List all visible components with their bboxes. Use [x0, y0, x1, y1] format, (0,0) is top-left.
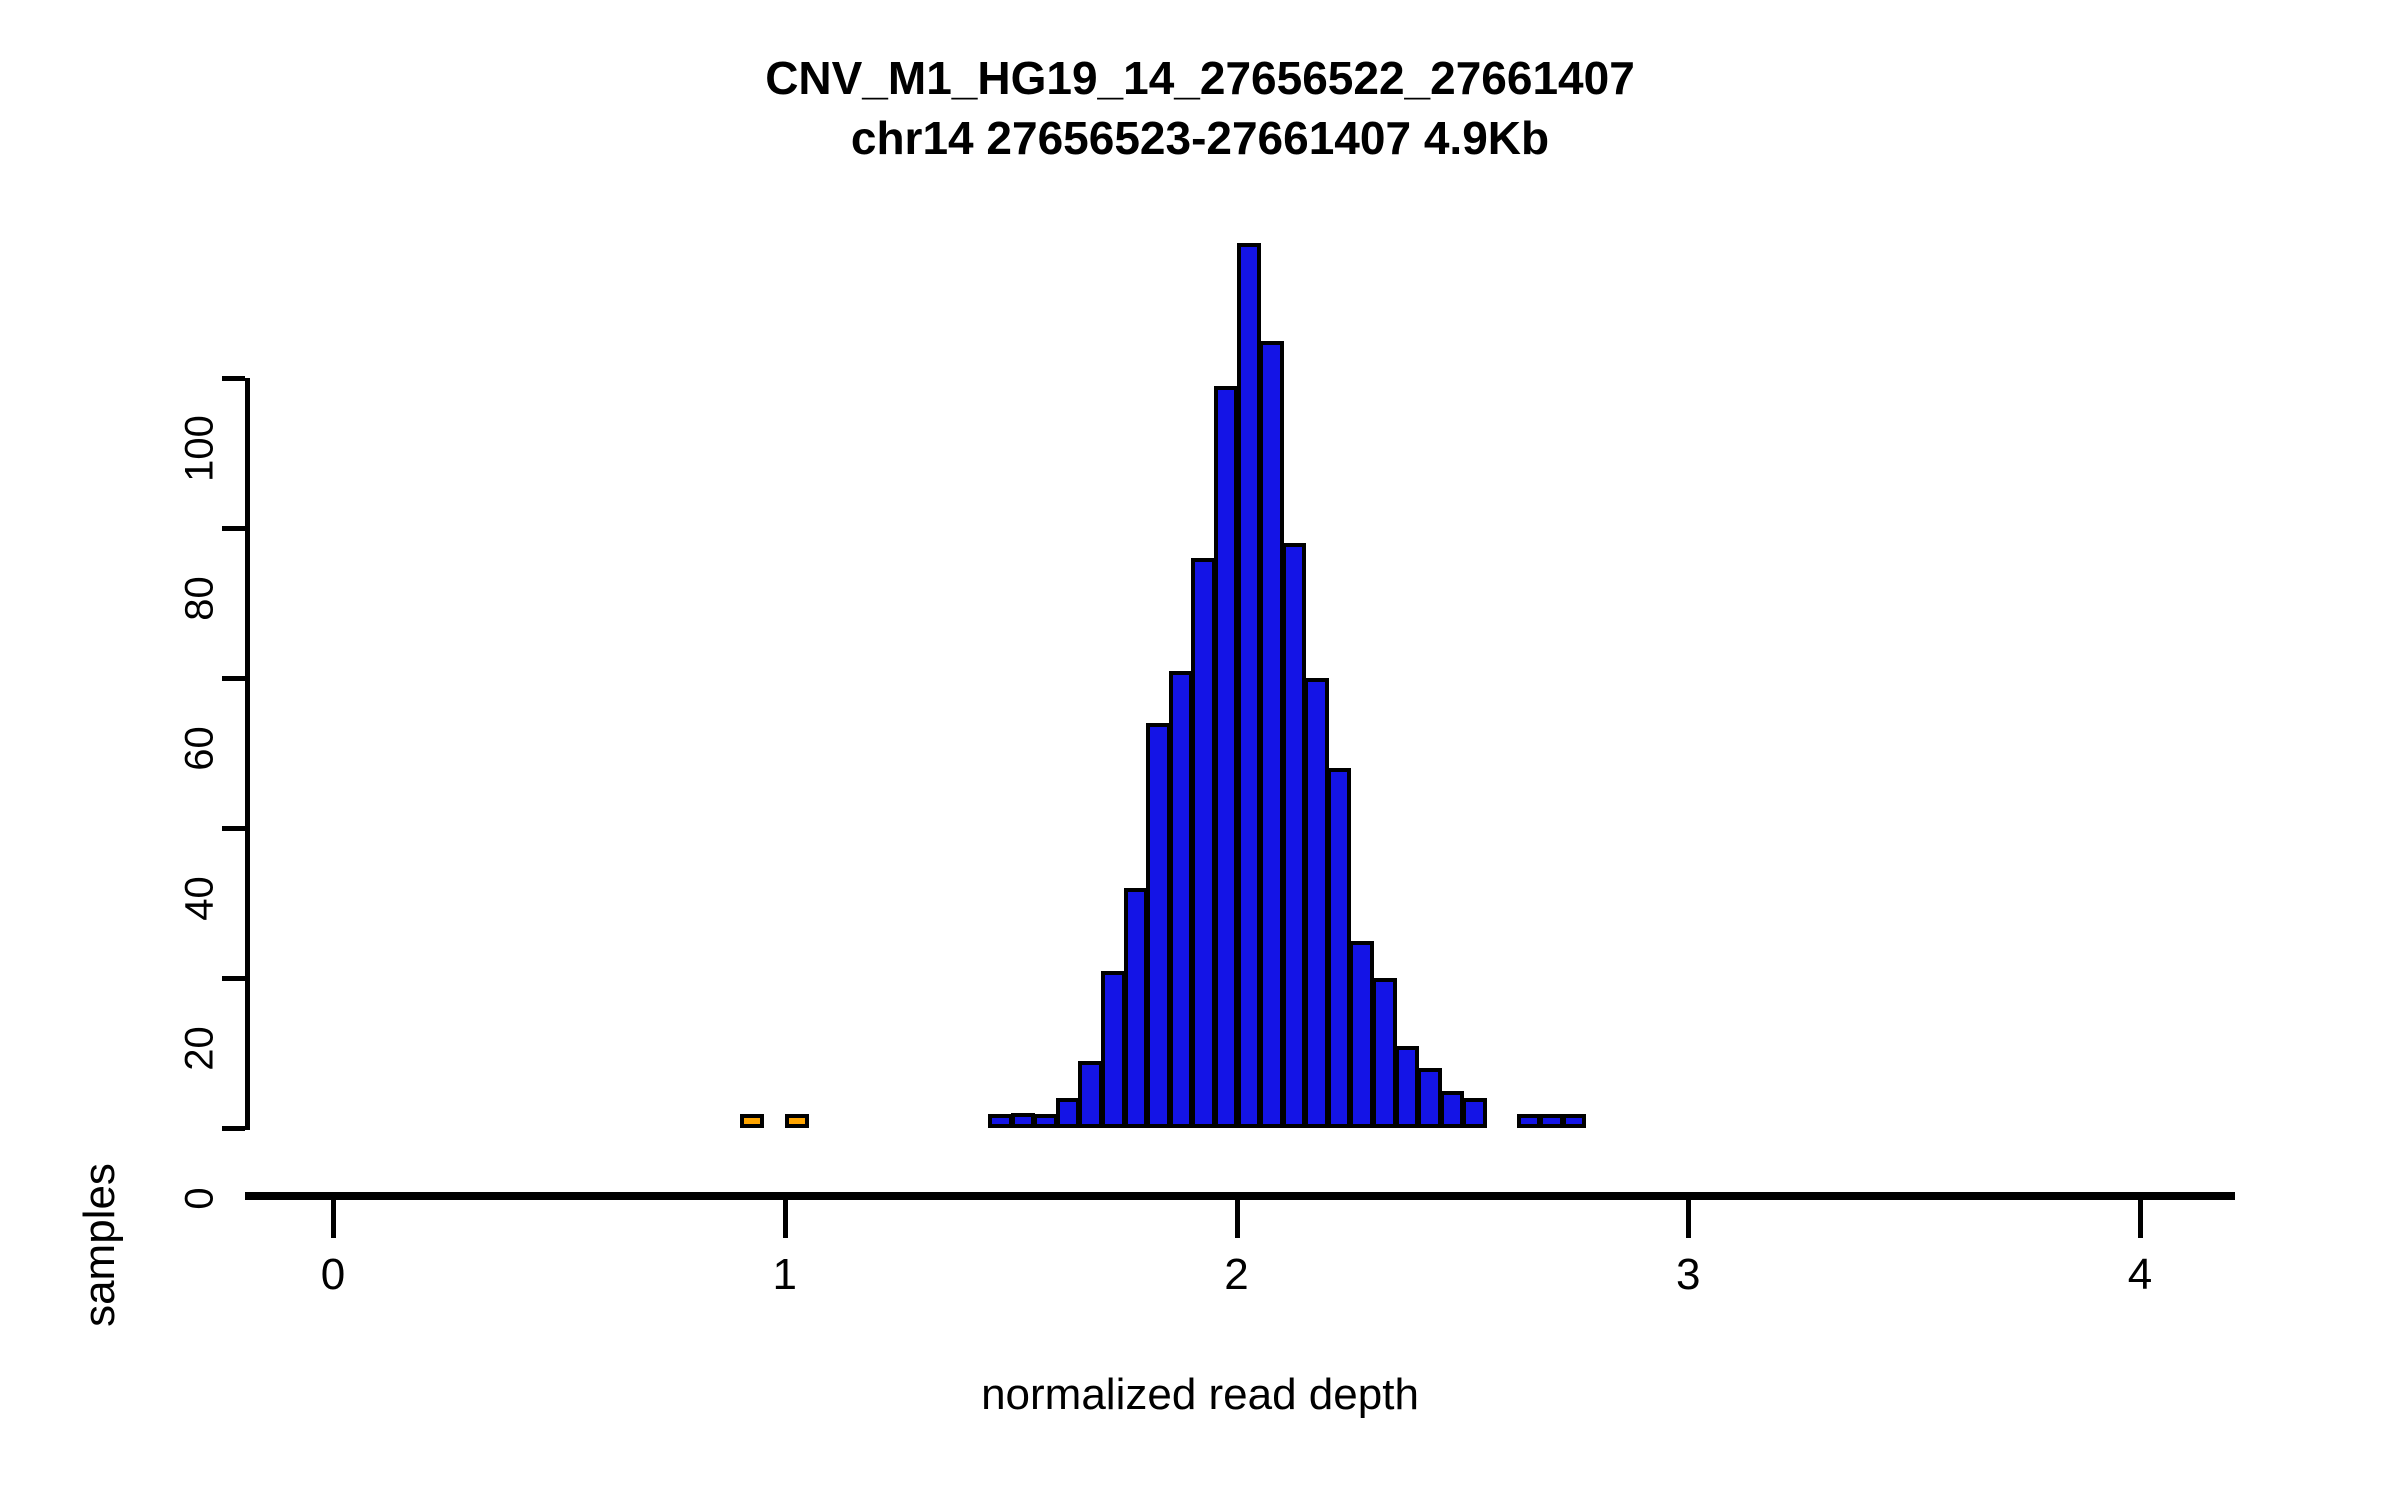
- y-tick: [222, 376, 245, 381]
- histogram-bar: [1191, 558, 1216, 1128]
- y-tick: [222, 826, 245, 831]
- x-tick-label: 2: [1224, 1250, 1249, 1299]
- x-axis-label: normalized read depth: [981, 1370, 1419, 1419]
- histogram-bar: [1462, 1098, 1487, 1128]
- histogram-bar: [1372, 978, 1397, 1128]
- x-tick-label: 4: [2127, 1250, 2153, 1299]
- histogram-bar: [1078, 1060, 1103, 1128]
- x-tick: [2138, 1200, 2143, 1238]
- histogram-bar: [739, 1114, 765, 1128]
- histogram-bar: [1539, 1114, 1564, 1128]
- y-tick: [222, 676, 245, 681]
- x-tick-label: 3: [1676, 1250, 1701, 1299]
- x-tick-label: 0: [320, 1250, 346, 1299]
- histogram-bar: [988, 1114, 1013, 1128]
- x-axis-line: [245, 1192, 2235, 1200]
- histogram-bar: [1561, 1114, 1587, 1128]
- chart-title-block: CNV_M1_HG19_14_27656522_27661407 chr14 2…: [0, 48, 2400, 168]
- x-tick-label: 1: [772, 1250, 797, 1299]
- histogram-bar: [1326, 768, 1352, 1128]
- y-tick-label: 0: [177, 1187, 222, 1210]
- y-axis-label-wrap: samples: [10, 580, 210, 1327]
- histogram-bar: [1259, 340, 1284, 1128]
- histogram-bar: [1394, 1045, 1420, 1128]
- y-tick: [222, 976, 245, 981]
- histogram-bar: [1349, 940, 1375, 1128]
- histogram-bar: [1055, 1098, 1081, 1128]
- histogram-bar: [1304, 678, 1329, 1128]
- y-tick: [222, 1126, 245, 1131]
- histogram-bar: [1123, 888, 1149, 1128]
- histogram-bar: [1417, 1068, 1442, 1128]
- y-tick: [222, 526, 245, 531]
- histogram-bar: [784, 1114, 810, 1128]
- histogram-bar: [1236, 243, 1262, 1128]
- histogram-bar: [1033, 1114, 1058, 1128]
- page-title: CNV_M1_HG19_14_27656522_27661407: [765, 52, 1635, 104]
- histogram-bar: [1010, 1113, 1036, 1128]
- histogram-bar: [1516, 1114, 1542, 1128]
- y-axis-label: samples: [75, 1163, 124, 1327]
- x-tick: [1686, 1200, 1692, 1238]
- histogram-bar: [1281, 543, 1307, 1128]
- histogram-bar: [1213, 385, 1239, 1128]
- x-tick: [331, 1200, 336, 1238]
- histogram-bar: [1100, 970, 1126, 1128]
- chart-subtitle: chr14 27656523-27661407 4.9Kb: [850, 112, 1550, 164]
- histogram-bar: [1146, 723, 1171, 1128]
- histogram-bar: [1168, 670, 1194, 1128]
- x-tick: [1234, 1200, 1240, 1238]
- x-tick: [782, 1200, 788, 1238]
- y-axis-line: [245, 378, 250, 1130]
- histogram-bars: [739, 243, 1587, 1128]
- histogram-bar: [1439, 1090, 1465, 1128]
